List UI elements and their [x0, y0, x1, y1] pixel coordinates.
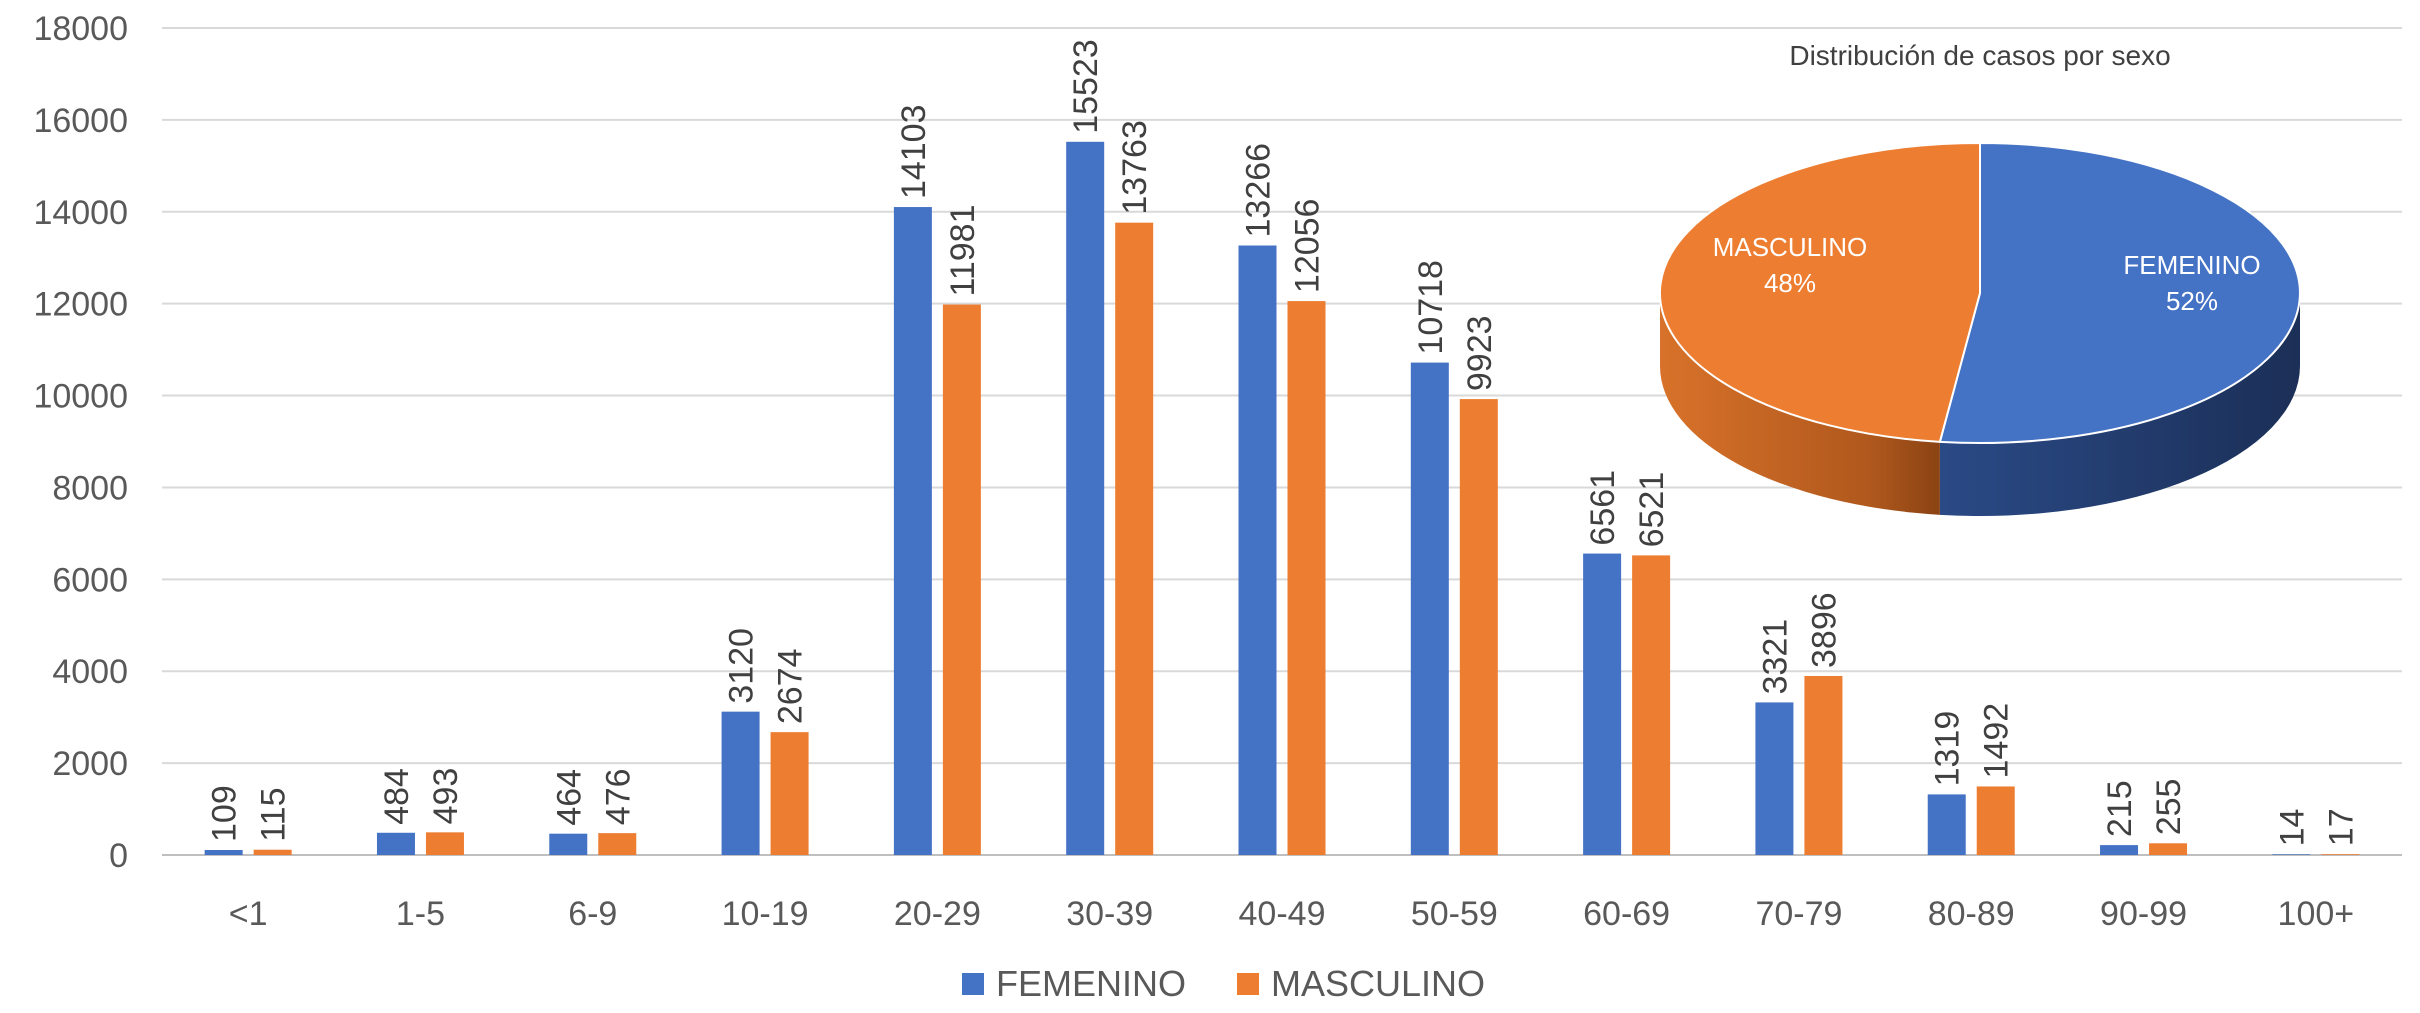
pie-chart: Distribución de casos por sexo FEMENINO 52… — [1658, 40, 2301, 517]
x-tick-label: 80-89 — [1928, 895, 2015, 933]
y-tick-label: 0 — [109, 837, 128, 875]
data-label: 9923 — [1461, 315, 1499, 391]
data-label: 493 — [427, 768, 465, 825]
x-tick-label: 30-39 — [1066, 895, 1153, 933]
bar-femenino — [721, 711, 760, 855]
x-tick-label: <1 — [229, 895, 268, 933]
bar-masculino — [1459, 399, 1498, 855]
bar-masculino — [1115, 222, 1154, 855]
bar-masculino — [253, 849, 292, 855]
bar-series — [204, 141, 2360, 856]
y-tick-label: 12000 — [33, 286, 128, 324]
x-axis: <1 1-5 6-9 10-19 20-29 30-39 40-49 50-59 60-69 70… — [229, 895, 2354, 933]
x-tick-label: 20-29 — [894, 895, 981, 933]
data-label: 6521 — [1633, 472, 1671, 548]
bar-femenino — [549, 833, 588, 855]
data-label: 11981 — [944, 205, 982, 297]
data-label: 255 — [2150, 779, 2188, 836]
bar-masculino — [598, 833, 637, 855]
legend-swatch-femenino — [962, 973, 984, 995]
data-label: 464 — [550, 769, 588, 826]
legend-label: MASCULINO — [1271, 963, 1485, 1004]
x-tick-label: 1-5 — [396, 895, 445, 933]
pie-side-masculino — [1660, 293, 1940, 515]
y-tick-label: 10000 — [33, 378, 128, 416]
pie-side-femenino — [1939, 293, 2300, 517]
y-tick-label: 14000 — [33, 194, 128, 232]
data-label: 215 — [2101, 780, 2139, 837]
bar-masculino — [942, 304, 981, 855]
pie-label-name: FEMENINO — [2123, 250, 2260, 280]
data-label: 13266 — [1240, 143, 1278, 238]
x-tick-label: 50-59 — [1411, 895, 1498, 933]
data-label: 15523 — [1067, 39, 1105, 134]
y-tick-label: 4000 — [52, 653, 128, 691]
data-label: 3321 — [1756, 619, 1794, 695]
bar-femenino — [2272, 854, 2311, 855]
data-label: 1492 — [1978, 703, 2016, 779]
data-label: 3896 — [1805, 592, 1843, 668]
bar-femenino — [1238, 245, 1277, 856]
bar-femenino — [204, 849, 243, 855]
bar-masculino — [1976, 786, 2015, 855]
x-tick-label: 40-49 — [1239, 895, 1326, 933]
data-label: 13763 — [1116, 120, 1154, 215]
pie-slice-femenino — [1938, 142, 2301, 444]
legend: FEMENINO MASCULINO — [962, 963, 1485, 1004]
pie-label-percent: 52% — [2166, 286, 2218, 316]
x-tick-label: 90-99 — [2100, 895, 2187, 933]
data-label: 476 — [599, 768, 637, 825]
bar-femenino — [376, 832, 415, 855]
data-label: 14 — [2273, 809, 2311, 847]
bar-masculino — [2149, 843, 2188, 855]
data-label: 484 — [378, 768, 416, 825]
pie-label-name: MASCULINO — [1713, 232, 1868, 262]
x-tick-label: 100+ — [2278, 895, 2355, 933]
data-label: 6561 — [1584, 470, 1622, 546]
data-label: 10718 — [1412, 260, 1450, 355]
y-tick-label: 18000 — [33, 10, 128, 48]
gridlines — [162, 27, 2402, 856]
x-tick-label: 10-19 — [722, 895, 809, 933]
bar-masculino — [2321, 854, 2360, 855]
x-tick-label: 70-79 — [1755, 895, 1842, 933]
data-label: 2674 — [772, 649, 810, 725]
bar-femenino — [1755, 702, 1794, 855]
pie-slice-masculino — [1658, 142, 1981, 443]
data-label: 1319 — [1929, 711, 1967, 787]
bar-masculino — [425, 832, 464, 855]
data-label: 12056 — [1289, 199, 1327, 294]
data-label: 3120 — [723, 628, 761, 704]
bar-femenino — [1066, 141, 1105, 855]
y-axis: 0 2000 4000 6000 8000 10000 12000 14000 16000 180… — [33, 10, 128, 875]
bar-masculino — [770, 732, 809, 855]
legend-swatch-masculino — [1237, 973, 1259, 995]
bar-masculino — [1804, 676, 1843, 855]
y-tick-label: 2000 — [52, 745, 128, 783]
data-labels: 109 115 484 493 464 476 3120 2674 14103 11981 1552… — [206, 39, 2361, 846]
bar-femenino — [893, 207, 932, 855]
y-tick-label: 16000 — [33, 102, 128, 140]
pie-title: Distribución de casos por sexo — [1789, 40, 2170, 71]
data-label: 115 — [255, 787, 293, 841]
bar-femenino — [1583, 553, 1622, 855]
data-label: 109 — [206, 785, 244, 842]
pie-label-percent: 48% — [1764, 268, 1816, 298]
bar-femenino — [1410, 362, 1449, 855]
legend-label: FEMENINO — [996, 963, 1186, 1004]
bar-femenino — [2100, 845, 2139, 855]
x-tick-label: 6-9 — [568, 895, 617, 933]
bar-femenino — [1927, 794, 1966, 855]
bar-masculino — [1632, 555, 1671, 855]
data-label: 14103 — [895, 104, 933, 199]
data-label: 17 — [2322, 808, 2360, 846]
y-tick-label: 6000 — [52, 561, 128, 599]
bar-masculino — [1287, 301, 1326, 856]
x-tick-label: 60-69 — [1583, 895, 1670, 933]
y-tick-label: 8000 — [52, 469, 128, 507]
